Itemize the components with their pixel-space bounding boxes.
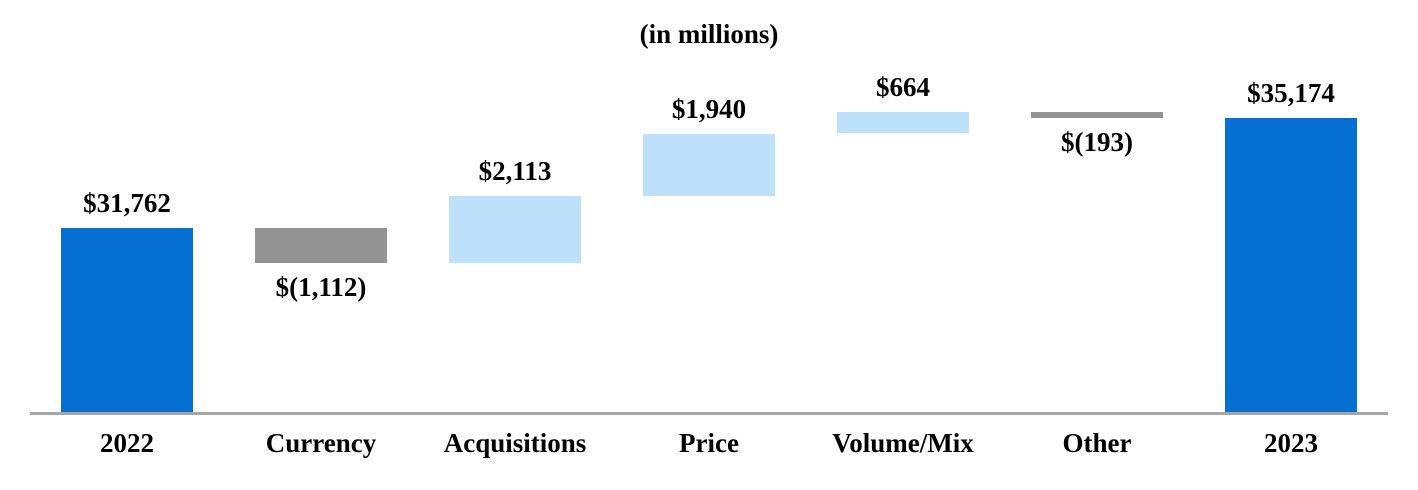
bar-price — [643, 133, 775, 196]
bar-currency — [255, 227, 387, 264]
chart-title: (in millions) — [639, 19, 779, 49]
category-label-acquisitions: Acquisitions — [443, 428, 587, 458]
bar-2023 — [1225, 118, 1357, 412]
category-label-volume-mix: Volume/Mix — [832, 428, 974, 458]
value-label-volume-mix: $664 — [876, 72, 930, 103]
bar-volume-mix — [837, 112, 969, 134]
category-label-2022: 2022 — [100, 428, 154, 458]
bar-acquisitions — [449, 195, 581, 264]
category-label-2023: 2023 — [1264, 428, 1318, 458]
value-label-other: $(193) — [1061, 127, 1133, 158]
value-label-currency: $(1,112) — [275, 272, 367, 303]
category-label-other: Other — [1062, 428, 1132, 458]
x-axis-line — [30, 412, 1388, 415]
value-label-2022: $31,762 — [83, 187, 171, 218]
bar-2022 — [61, 227, 193, 412]
value-label-price: $1,940 — [671, 93, 747, 124]
bar-other — [1031, 112, 1163, 119]
category-label-price: Price — [679, 428, 739, 458]
value-label-acquisitions: $2,113 — [478, 155, 552, 186]
category-label-currency: Currency — [265, 428, 377, 458]
value-label-2023: $35,174 — [1247, 78, 1335, 109]
